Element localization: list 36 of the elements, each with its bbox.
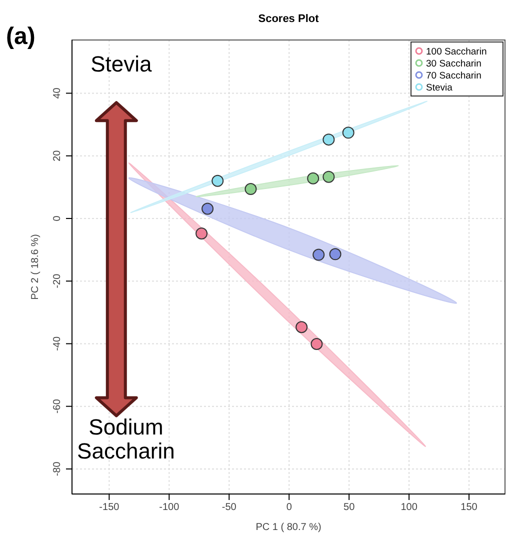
point [202, 202, 214, 215]
point [322, 170, 335, 183]
point [307, 172, 320, 184]
y-tick-label: -60 [52, 398, 63, 414]
point [196, 228, 208, 240]
legend-label: 100 Saccharin [426, 46, 487, 58]
point [342, 126, 354, 139]
legend-label: 70 Saccharin [426, 70, 482, 82]
y-tick-label: 40 [52, 87, 63, 99]
point [212, 174, 224, 187]
legend-label: 30 Saccharin [426, 58, 482, 70]
y-tick-label: 20 [52, 150, 63, 162]
y-tick-label: 0 [52, 215, 63, 222]
x-tick-label: 50 [344, 502, 356, 514]
x-tick-label: -100 [159, 502, 180, 514]
point [296, 321, 308, 334]
text: (a) [6, 23, 36, 50]
annotation: Sodium Saccharin [77, 414, 175, 464]
y-tick-label: -80 [52, 461, 63, 476]
point [322, 134, 335, 146]
point [329, 248, 342, 260]
x-tick-label: -50 [222, 502, 237, 514]
x-tick-label: 150 [460, 502, 478, 514]
y-tick-label: -20 [52, 273, 63, 288]
x-axis-title: PC 1 ( 80.7 %) [256, 522, 322, 533]
point [312, 248, 325, 261]
annotation: Stevia [90, 51, 153, 76]
legend-label: Stevia [426, 82, 454, 94]
x-tick-label: -150 [99, 502, 120, 514]
chart-title: Scores Plot [258, 13, 320, 25]
y-axis-title: PC 2 ( 18.6 %) [30, 234, 41, 300]
point [244, 183, 257, 196]
x-tick-label: 0 [286, 502, 292, 514]
y-tick-label: -40 [52, 336, 63, 351]
point [310, 338, 323, 350]
x-tick-label: 100 [400, 502, 418, 514]
